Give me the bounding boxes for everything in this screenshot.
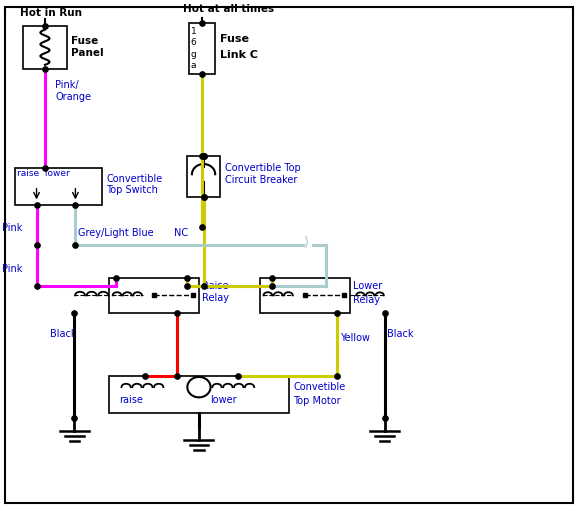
Text: Convertible Top
Circuit Breaker: Convertible Top Circuit Breaker [225,164,301,185]
Bar [14,168,102,205]
Text: ⟩: ⟩ [304,236,309,249]
Text: Black: Black [50,329,77,339]
Text: Black: Black [387,329,414,339]
Text: Link C: Link C [220,50,259,60]
Text: lower: lower [210,396,237,405]
Text: Top Motor: Top Motor [293,396,341,406]
Text: Convetible: Convetible [293,382,346,392]
Bar [109,278,199,313]
Text: raise: raise [119,396,143,405]
Text: Relay: Relay [353,295,380,305]
Text: Pink/
Orange: Pink/ Orange [56,80,92,102]
Text: 1
6
g
a: 1 6 g a [191,28,197,69]
Bar [188,23,215,74]
Bar [187,156,220,197]
Bar [23,26,67,69]
Text: Yellow: Yellow [340,333,370,343]
Text: raise  lower: raise lower [17,169,70,178]
Text: NC: NC [174,228,188,238]
Text: Fuse
Panel: Fuse Panel [71,36,103,58]
Bar [260,278,350,313]
Text: Lower: Lower [353,281,382,291]
Text: Fuse: Fuse [220,34,249,44]
Text: Hot in Run: Hot in Run [20,8,82,18]
Text: Hot at all times: Hot at all times [183,4,274,14]
Text: Grey/Light Blue: Grey/Light Blue [78,228,154,238]
Text: Pink: Pink [2,264,22,274]
Bar [109,376,289,413]
Text: Convertible
Top Switch: Convertible Top Switch [106,174,162,195]
Text: Raise
Relay: Raise Relay [202,281,230,303]
Text: Pink: Pink [2,223,22,233]
